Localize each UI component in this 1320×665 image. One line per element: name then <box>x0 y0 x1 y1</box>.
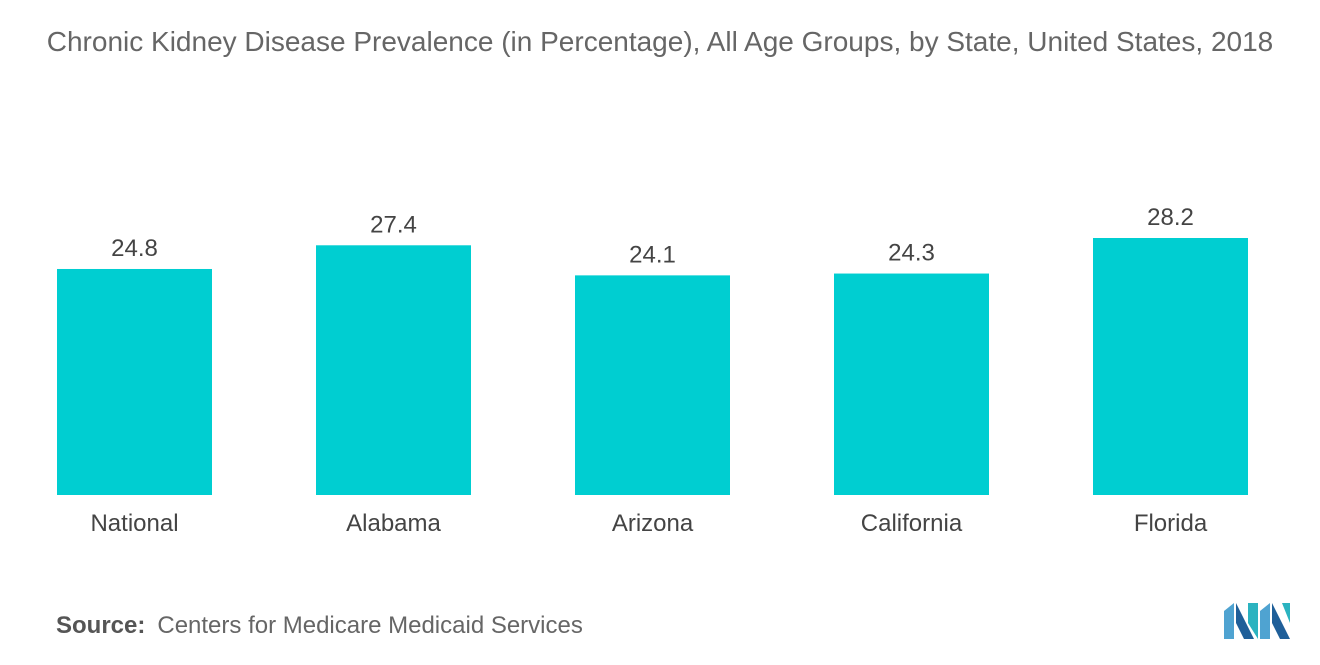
bar-florida <box>1093 238 1248 495</box>
value-label-florida: 28.2 <box>1147 204 1194 231</box>
category-label-alabama: Alabama <box>346 510 441 537</box>
value-label-california: 24.3 <box>888 240 935 267</box>
source-text: Centers for Medicare Medicaid Services <box>157 612 583 639</box>
mordor-intelligence-logo-icon <box>1224 603 1290 639</box>
value-label-arizona: 24.1 <box>629 241 676 268</box>
chart-title: Chronic Kidney Disease Prevalence (in Pe… <box>46 26 1274 57</box>
source-note: Source: Centers for Medicare Medicaid Ser… <box>56 612 583 640</box>
category-label-california: California <box>861 510 963 537</box>
category-label-arizona: Arizona <box>612 510 694 537</box>
source-label: Source: <box>56 612 146 639</box>
bar-chart: 24.8 National 27.4 Alabama 24.1 Arizona 24.3 Ca… <box>57 204 1248 537</box>
bar-arizona <box>575 275 730 495</box>
category-label-florida: Florida <box>1134 510 1208 537</box>
value-label-alabama: 27.4 <box>370 211 417 238</box>
bar-national <box>57 268 212 495</box>
value-label-national: 24.8 <box>111 235 158 262</box>
bar-alabama <box>316 245 471 495</box>
bar-california <box>834 273 989 495</box>
category-label-national: National <box>90 510 178 537</box>
